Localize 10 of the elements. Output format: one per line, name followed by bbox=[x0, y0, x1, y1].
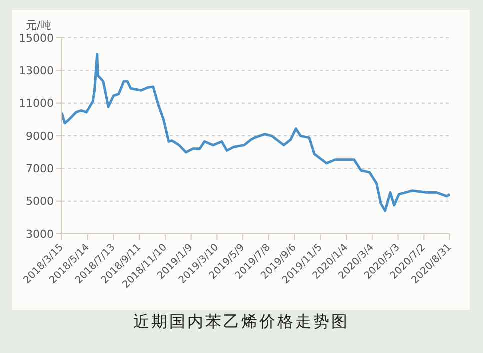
line-series bbox=[62, 53, 450, 212]
y-tick-label: 15000 bbox=[19, 32, 54, 45]
y-tick-label: 9000 bbox=[26, 130, 54, 143]
y-axis-title: 元/吨 bbox=[26, 18, 52, 33]
y-tick-label: 3000 bbox=[26, 228, 54, 241]
text: 近期国内苯乙烯价格走势图 bbox=[132, 312, 350, 333]
y-tick-label: 7000 bbox=[26, 162, 54, 176]
y-tick-label: 11000 bbox=[19, 97, 54, 110]
y-tick-label: 13000 bbox=[19, 64, 54, 78]
y-tick-label: 5000 bbox=[26, 195, 54, 208]
